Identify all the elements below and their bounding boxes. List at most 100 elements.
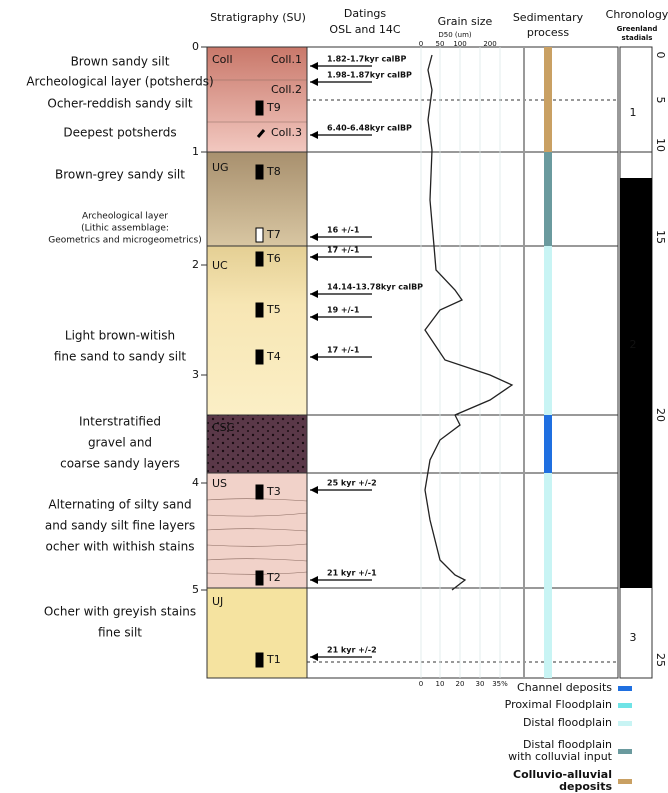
sublabel: Coll.2 (271, 83, 302, 96)
sample-marker (256, 303, 263, 317)
unit-code: Coll (212, 53, 233, 66)
arrow-head (310, 653, 318, 661)
dating-label: 19 +/-1 (327, 306, 360, 315)
legend-label: Distal floodplain (523, 716, 612, 729)
arrow-head (310, 131, 318, 139)
dating-label: 25 kyr +/-2 (327, 479, 377, 488)
sample-marker (256, 350, 263, 364)
layer-description: Light brown-witish (65, 329, 175, 343)
layer-description: Ocher with greyish stains (44, 605, 196, 619)
unit-code: UG (212, 161, 229, 174)
header: OSL and 14C (329, 23, 400, 36)
sublabel: Coll.1 (271, 53, 302, 66)
chronology-column (620, 47, 652, 678)
sample-marker (256, 653, 263, 667)
grain-tick: 0 (419, 40, 423, 48)
arrow-head (310, 78, 318, 86)
chronology-label: 5 (654, 97, 667, 104)
legend-label: with colluvial input (508, 750, 613, 763)
layer-description: ocher with withish stains (46, 540, 195, 554)
chronology-label: 20 (654, 408, 667, 422)
grain-tick: 100 (453, 40, 466, 48)
arrow-head (310, 313, 318, 321)
sample-marker (256, 571, 263, 585)
stratigraphic-log: Stratigraphy (SU) Datings OSL and 14C Gr… (0, 0, 668, 793)
grain-tick: 35% (492, 680, 508, 688)
sample-label: T3 (266, 485, 281, 498)
layer-description: Brown-grey sandy silt (55, 168, 185, 182)
sample-label: T8 (266, 165, 281, 178)
process-segment (544, 152, 552, 246)
dating-label: 16 +/-1 (327, 226, 360, 235)
chronology-label: 0 (654, 52, 667, 59)
depth-label: 2 (192, 258, 199, 271)
unit-code: UC (212, 259, 228, 272)
header: Stratigraphy (SU) (210, 11, 306, 24)
arrow-head (310, 486, 318, 494)
layer-description: Interstratified (79, 415, 161, 429)
depth-label: 5 (192, 583, 199, 596)
layer-description: Alternating of silty sand (48, 498, 191, 512)
sample-label: T5 (266, 303, 281, 316)
layer-description: Ocher-reddish sandy silt (47, 97, 192, 111)
dating-label: 14.14-13.78kyr calBP (327, 283, 423, 292)
layer-description: Brown sandy silt (71, 55, 170, 69)
sample-label: T7 (266, 228, 281, 241)
arrow-head (310, 353, 318, 361)
process-segment (544, 415, 552, 473)
legend-swatch (618, 749, 632, 754)
dating-label: 1.98-1.87kyr calBP (327, 71, 412, 80)
header: Sedimentary (513, 11, 584, 24)
header: stadials (622, 34, 653, 42)
chronology-label: 15 (654, 230, 667, 244)
header: Chronology (606, 8, 668, 21)
legend-swatch (618, 686, 632, 691)
stadial-label: 1 (630, 106, 637, 119)
legend-swatch (618, 721, 632, 726)
chronology-label: 25 (654, 653, 667, 667)
layer-description: Archeological layer (potsherds) (26, 75, 213, 89)
depth-label: 0 (192, 40, 199, 53)
legend-label: Channel deposits (517, 681, 612, 694)
depth-label: 1 (192, 145, 199, 158)
stadial-label: 3 (630, 631, 637, 644)
sample-label: T2 (266, 571, 281, 584)
unit-code: US (212, 477, 227, 490)
grain-tick: 20 (456, 680, 465, 688)
arrow-head (310, 62, 318, 70)
sublabel: Coll.3 (271, 126, 302, 139)
legend-label: Proximal Floodplain (505, 698, 612, 711)
layer-description: and sandy silt fine layers (45, 519, 195, 533)
depth-label: 4 (192, 476, 199, 489)
grain-tick: 30 (476, 680, 485, 688)
sample-marker (256, 228, 263, 242)
layer-description: fine sand to sandy silt (54, 350, 187, 364)
layer-description: gravel and (88, 436, 152, 450)
sample-label: T6 (266, 252, 281, 265)
header: D50 (um) (438, 31, 472, 39)
dating-label: 21 kyr +/-2 (327, 646, 377, 655)
dating-label: 1.82-1.7kyr calBP (327, 55, 406, 64)
layer-description: Archeological layer (82, 212, 168, 222)
grain-tick: 200 (483, 40, 496, 48)
legend-swatch (618, 779, 632, 784)
legend-label: deposits (559, 780, 612, 793)
layer-description: (Lithic assemblage: (81, 224, 169, 234)
header: process (527, 26, 570, 39)
header: Grain size (438, 15, 493, 28)
sample-marker (256, 165, 263, 179)
header: Datings (344, 7, 387, 20)
sample-label: T9 (266, 101, 281, 114)
grain-tick: 50 (436, 40, 445, 48)
layer-description: coarse sandy layers (60, 457, 180, 471)
dating-label: 21 kyr +/-1 (327, 569, 377, 578)
grain-tick: 0 (419, 680, 423, 688)
sample-marker (256, 101, 263, 115)
process-segment (544, 246, 552, 415)
process-segment (544, 473, 552, 678)
legend-swatch (618, 703, 632, 708)
layer-description: fine silt (98, 626, 142, 640)
dating-label: 6.40-6.48kyr calBP (327, 124, 412, 133)
unit-code: UJ (212, 595, 223, 608)
arrow-head (310, 576, 318, 584)
